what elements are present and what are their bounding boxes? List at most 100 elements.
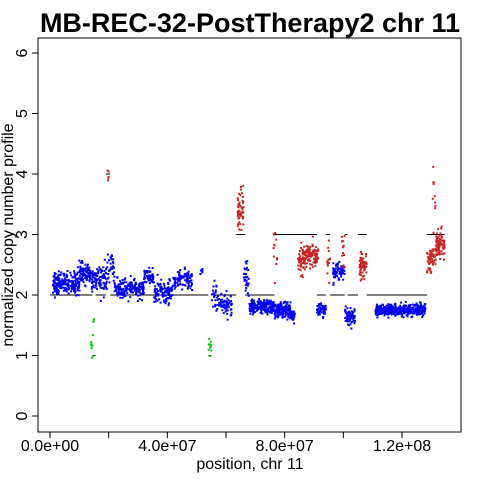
normal-point: [273, 303, 276, 306]
normal-point: [67, 284, 70, 287]
normal-point: [322, 311, 325, 314]
normal-point: [104, 276, 107, 279]
normal-point: [74, 283, 77, 286]
gain-point: [311, 254, 314, 257]
normal-point: [217, 295, 220, 298]
normal-point: [141, 288, 144, 291]
loss-point: [91, 354, 94, 357]
gain-point: [439, 242, 442, 245]
normal-point: [336, 269, 339, 272]
normal-point: [113, 281, 116, 284]
normal-point: [127, 300, 130, 303]
normal-point: [106, 266, 109, 269]
normal-point: [158, 284, 161, 287]
normal-point: [286, 307, 289, 310]
normal-point: [398, 306, 401, 309]
normal-point: [225, 290, 228, 293]
normal-point: [352, 319, 355, 322]
normal-point: [63, 274, 66, 277]
normal-point: [334, 272, 337, 275]
gain-point: [300, 241, 303, 244]
gain-point: [437, 228, 440, 231]
gain-point: [326, 261, 329, 264]
gain-point: [360, 257, 363, 260]
normal-point: [129, 274, 132, 277]
gain-point: [275, 257, 278, 260]
normal-point: [128, 288, 131, 291]
normal-point: [103, 270, 106, 273]
normal-point: [109, 262, 112, 265]
normal-point: [281, 307, 284, 310]
y-tick-label: 4: [14, 169, 31, 178]
normal-point: [131, 291, 134, 294]
normal-point: [344, 305, 347, 308]
normal-point: [117, 284, 120, 287]
normal-point: [243, 272, 246, 275]
normal-point: [199, 273, 202, 276]
normal-point: [258, 300, 261, 303]
normal-point: [289, 315, 292, 318]
gain-point: [298, 256, 301, 259]
normal-point: [262, 307, 265, 310]
normal-point: [138, 298, 141, 301]
normal-point: [266, 311, 269, 314]
normal-point: [339, 268, 342, 271]
normal-point: [341, 267, 344, 270]
normal-point: [67, 292, 70, 295]
normal-point: [321, 304, 324, 307]
normal-point: [344, 320, 347, 323]
normal-point: [186, 272, 189, 275]
normal-point: [167, 304, 170, 307]
normal-point: [332, 262, 335, 265]
normal-point: [245, 282, 248, 285]
normal-point: [130, 290, 133, 293]
normal-point: [249, 312, 252, 315]
normal-point: [187, 286, 190, 289]
normal-point: [119, 280, 122, 283]
gain-point: [303, 268, 306, 271]
normal-point: [77, 294, 80, 297]
normal-point: [252, 308, 255, 310]
gain-point: [311, 245, 314, 248]
gain-point: [433, 195, 436, 198]
normal-point: [282, 306, 285, 309]
gain-point: [297, 253, 300, 256]
normal-point: [91, 275, 94, 278]
normal-point: [128, 289, 131, 292]
normal-point: [415, 313, 418, 316]
normal-point: [216, 308, 219, 311]
gain-point: [315, 254, 318, 257]
normal-point: [166, 289, 169, 292]
normal-point: [59, 286, 62, 289]
normal-point: [142, 291, 145, 294]
normal-point: [139, 291, 142, 294]
normal-point: [245, 273, 248, 276]
normal-point: [135, 283, 138, 286]
normal-point: [154, 285, 157, 288]
normal-point: [348, 316, 351, 319]
normal-point: [223, 294, 226, 297]
gain-point: [275, 262, 278, 265]
normal-point: [187, 280, 190, 283]
gain-point: [240, 211, 243, 214]
normal-point: [58, 285, 61, 288]
normal-point: [87, 272, 90, 275]
chart-title: MB-REC-32-PostTherapy2 chr 11: [40, 8, 460, 38]
normal-point: [65, 276, 68, 279]
gain-point: [429, 257, 432, 260]
normal-point: [413, 312, 416, 315]
normal-point: [173, 284, 176, 287]
normal-point: [221, 309, 224, 312]
gain-point: [436, 237, 439, 240]
normal-point: [374, 308, 377, 311]
normal-point: [344, 308, 347, 311]
normal-point: [416, 312, 419, 315]
normal-point: [334, 274, 337, 277]
normal-point: [169, 295, 172, 298]
normal-point: [102, 296, 105, 299]
normal-point: [347, 323, 350, 326]
normal-point: [71, 276, 74, 279]
gain-point: [327, 250, 330, 253]
normal-point: [273, 317, 276, 320]
gain-point: [440, 227, 443, 230]
